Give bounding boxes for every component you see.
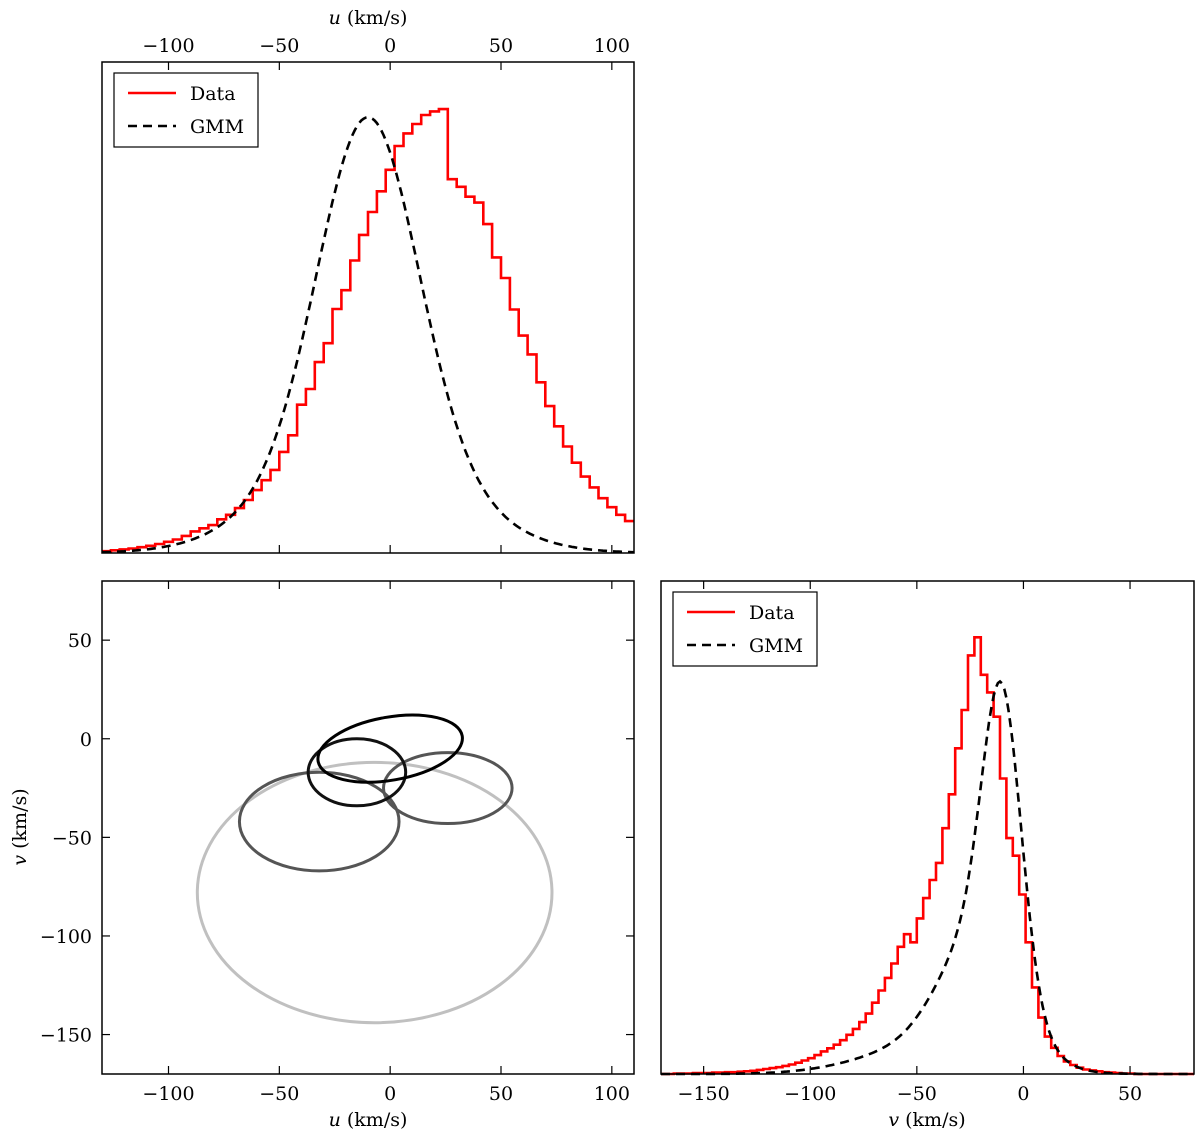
gmm-component-ellipses [195, 713, 554, 1025]
gmm-component-ellipse [306, 737, 408, 808]
u-histogram-legend-data-label: Data [190, 83, 236, 105]
v-histogram-plot-content [661, 636, 1194, 1076]
u-v-xtick-label: −100 [142, 1083, 194, 1105]
u-v-joint-frame [101, 580, 635, 1075]
v-histogram-legend: Data GMM [672, 591, 818, 667]
u-v-ytick-label: −100 [40, 926, 92, 948]
u-histogram-legend-box [113, 72, 259, 148]
v-histogram-xtick-label: −50 [897, 1083, 937, 1105]
gmm-component-ellipse [237, 770, 401, 873]
u-histogram-xlabel: u (km/s) [329, 7, 408, 29]
u-v-ytick-label: −50 [52, 827, 92, 849]
u-histogram-xtick-label: 50 [489, 35, 513, 57]
u-v-ytick-label: −150 [40, 1025, 92, 1047]
u-histogram-plot-content [102, 107, 634, 554]
u-v-joint-ticks: −100 −50 0 50 100 50 0 −50 −100 −150 [40, 581, 634, 1105]
gmm-component-ellipse [195, 760, 554, 1025]
v-histogram-data-step-line [661, 636, 1194, 1076]
v-histogram-panel: −150 −100 −50 0 50 v (km/s) Data GMM [660, 580, 1195, 1131]
u-histogram-ticks: −100 −50 0 50 100 [142, 35, 630, 553]
u-v-joint-ylabel: v (km/s) [9, 788, 31, 865]
u-v-ytick-label: 50 [68, 630, 92, 652]
u-histogram-xtick-label: −50 [259, 35, 299, 57]
v-histogram-xtick-label: −100 [784, 1083, 836, 1105]
v-histogram-frame [660, 580, 1195, 1075]
u-histogram-xtick-label: 0 [384, 35, 396, 57]
u-histogram-panel: −100 −50 0 50 100 u (km/s) Data GMM [101, 7, 635, 554]
v-histogram-xtick-label: 50 [1118, 1083, 1142, 1105]
u-v-xtick-label: 50 [489, 1083, 513, 1105]
u-histogram-xtick-label: 100 [594, 35, 630, 57]
u-v-xtick-label: −50 [259, 1083, 299, 1105]
u-v-xtick-label: 100 [594, 1083, 630, 1105]
u-histogram-legend-gmm-label: GMM [190, 116, 244, 138]
u-histogram-xtick-label: −100 [142, 35, 194, 57]
u-v-joint-panel: −100 −50 0 50 100 50 0 −50 −100 −150 u (km/s) v (… [9, 580, 635, 1131]
v-histogram-xtick-label: −150 [678, 1083, 730, 1105]
u-histogram-frame [101, 61, 635, 554]
u-histogram-data-step-line [102, 107, 634, 553]
u-v-xtick-label: 0 [384, 1083, 396, 1105]
v-histogram-ticks: −150 −100 −50 0 50 [678, 581, 1142, 1105]
u-v-ytick-label: 0 [80, 729, 92, 751]
gmm-component-ellipse [316, 713, 464, 784]
v-histogram-legend-data-label: Data [749, 602, 795, 624]
v-histogram-legend-box [672, 591, 818, 667]
u-histogram-legend: Data GMM [113, 72, 259, 148]
v-histogram-xlabel: v (km/s) [888, 1109, 965, 1131]
v-histogram-xtick-label: 0 [1017, 1083, 1029, 1105]
u-v-joint-xlabel: u (km/s) [329, 1109, 408, 1131]
v-histogram-legend-gmm-label: GMM [749, 635, 803, 657]
gmm-component-ellipse [382, 751, 514, 826]
u-histogram-gmm-dashed-curve [102, 115, 634, 554]
v-histogram-gmm-dashed-curve [661, 679, 1194, 1076]
